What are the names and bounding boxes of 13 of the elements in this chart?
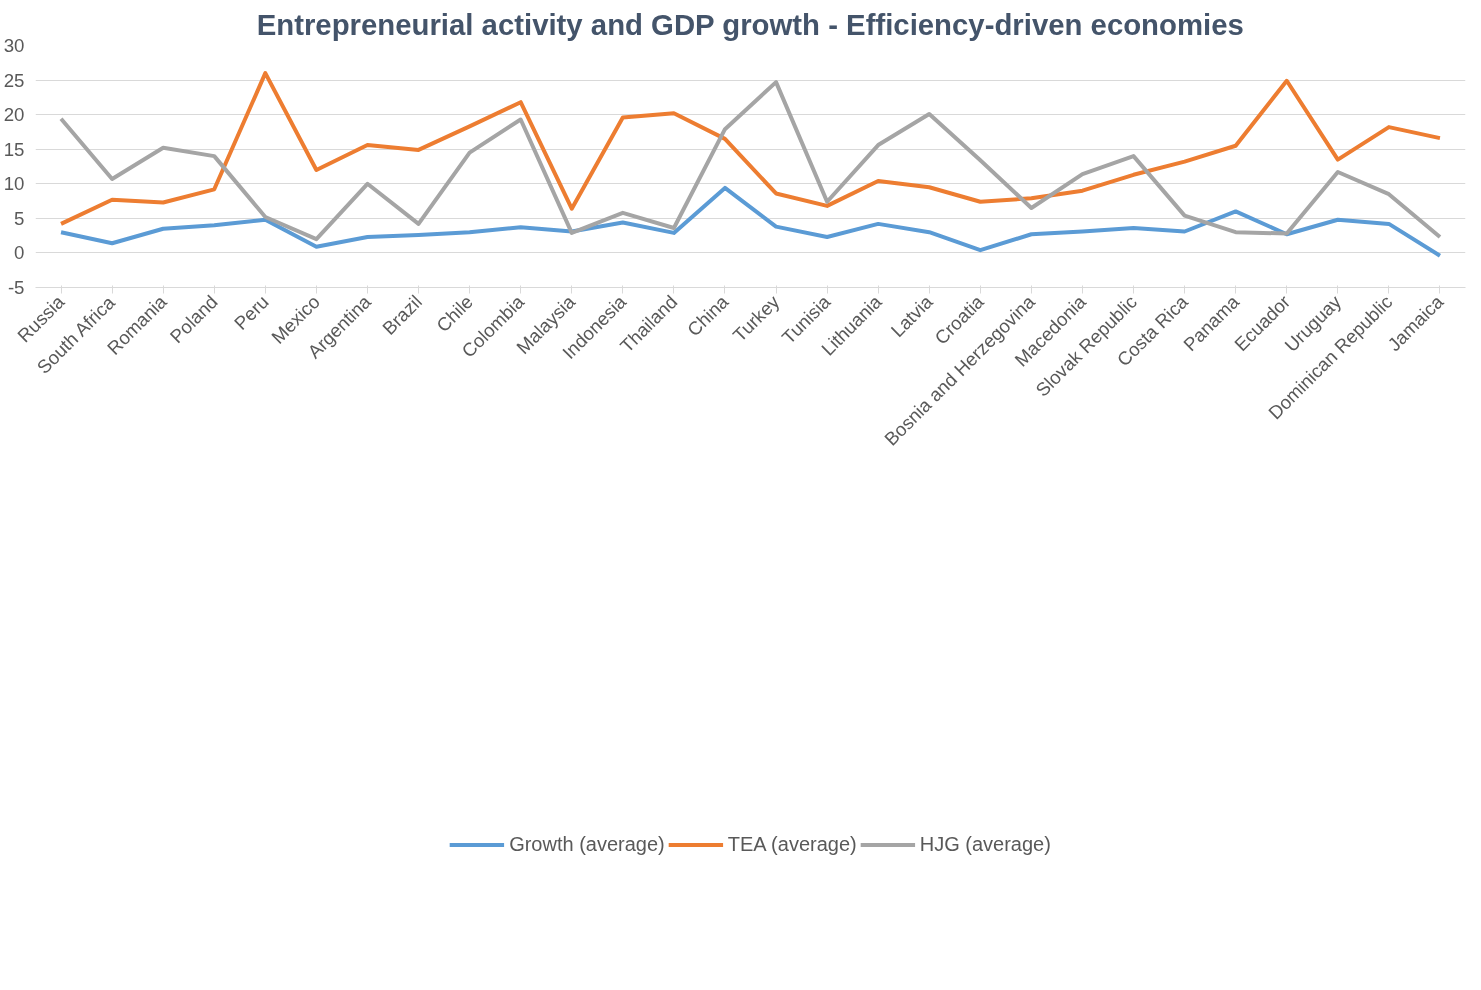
y-tick-label: 15 — [3, 138, 25, 160]
y-tick-label: 25 — [3, 69, 25, 91]
y-tick-label: -5 — [7, 277, 25, 298]
y-tick-label: 20 — [3, 104, 25, 126]
legend-label: Growth (average) — [509, 832, 665, 856]
y-tick-label: 0 — [14, 242, 25, 264]
line-series — [59, 185, 1442, 258]
chart-title: Entrepreneurial activity and GDP growth - Efficiency-driven economies — [256, 7, 1244, 41]
y-tick-label: 5 — [14, 207, 25, 229]
legend-label: TEA (average) — [727, 832, 857, 856]
y-tick-label: 10 — [3, 173, 25, 195]
legend-label: HJG (average) — [919, 832, 1051, 856]
y-tick-label: 30 — [3, 35, 25, 56]
